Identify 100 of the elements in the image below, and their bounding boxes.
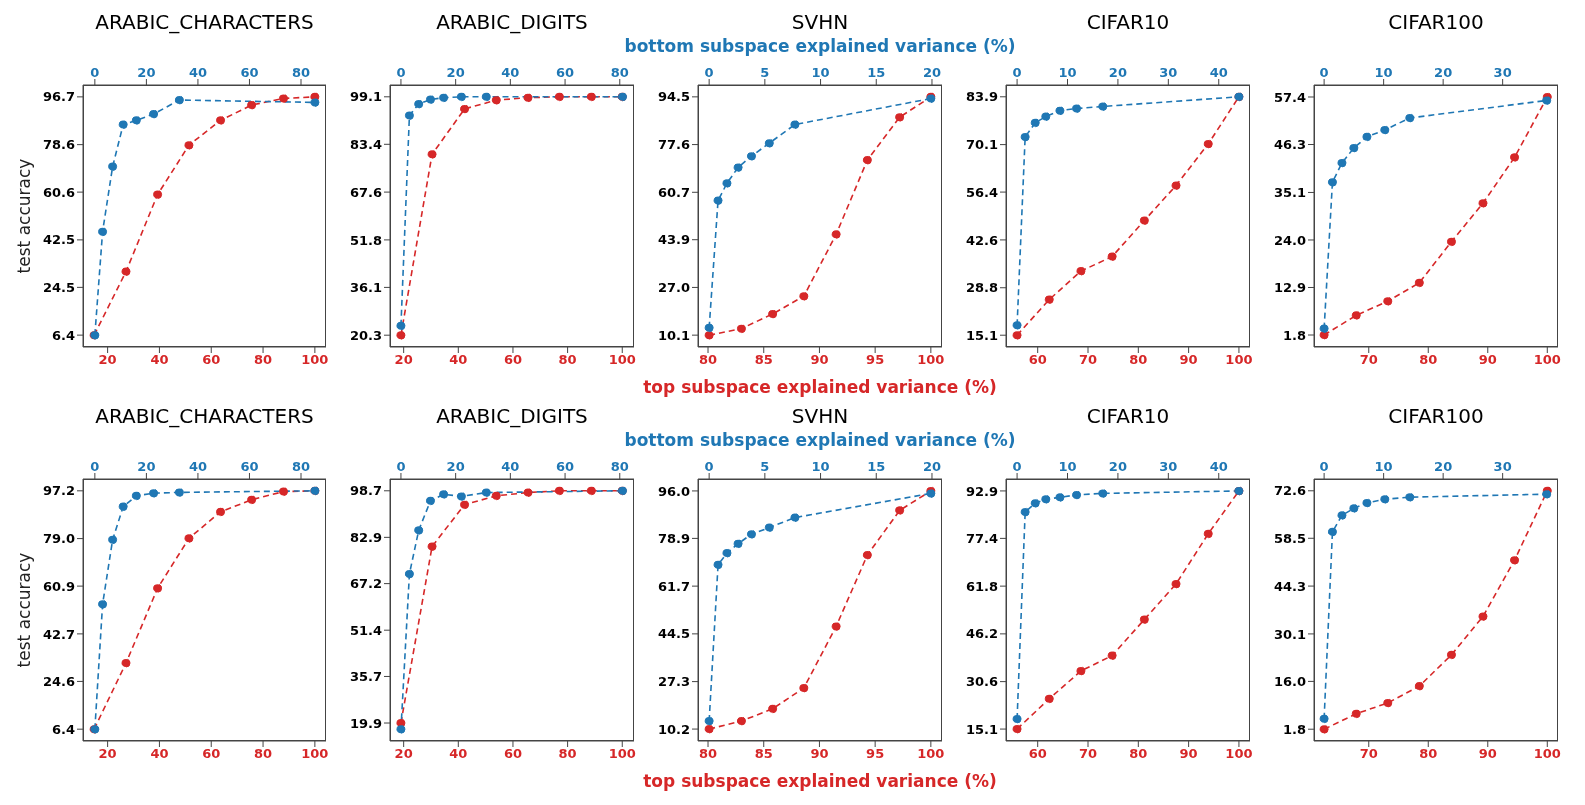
y-axis-title: test accuracy [14, 552, 35, 668]
y-tick-label: 10.2 [657, 721, 690, 737]
x2-tick-label: 5 [760, 459, 770, 474]
y-tick-label: 78.9 [657, 531, 690, 547]
x-tick-label: 80 [254, 352, 273, 368]
x-tick-label: 90 [1179, 352, 1198, 368]
x2-tick-label: 40 [1209, 65, 1228, 80]
x2-tick-label: 40 [188, 65, 207, 80]
x2-tick-label: 20 [1108, 459, 1127, 474]
y-tick-label: 24.5 [42, 279, 75, 295]
x2-tick-label: 20 [922, 65, 942, 80]
x2-tick-label: 10 [1374, 65, 1393, 80]
y-tick-label: 58.5 [1273, 530, 1306, 546]
x-tick-label: 95 [866, 746, 885, 762]
x-tick-label: 100 [1533, 352, 1561, 368]
x2-axis-title: bottom subspace explained variance (%) [624, 430, 1016, 450]
x-tick-label: 85 [754, 352, 773, 368]
y-tick-label: 70.1 [965, 137, 998, 153]
y-tick-label: 99.1 [349, 89, 382, 105]
y-tick-label: 10.1 [657, 327, 690, 343]
y-tick-label: 51.4 [349, 622, 382, 638]
x2-tick-label: 40 [501, 65, 520, 80]
y-tick-label: 57.4 [1273, 89, 1306, 105]
x2-tick-label: 0 [1012, 65, 1022, 80]
y-tick-label: 6.4 [51, 327, 75, 343]
x-tick-label: 100 [608, 746, 636, 762]
y-tick-label: 56.4 [965, 184, 998, 200]
y-tick-label: 67.6 [349, 184, 382, 200]
x-tick-label: 20 [394, 352, 413, 368]
y-tick-label: 20.3 [349, 327, 382, 343]
y-tick-label: 42.5 [42, 232, 75, 248]
x2-tick-label: 80 [291, 65, 311, 80]
x-tick-label: 100 [301, 352, 329, 368]
x-tick-label: 60 [503, 352, 522, 368]
x2-tick-label: 10 [1058, 65, 1077, 80]
y-tick-label: 83.4 [349, 136, 382, 152]
y-tick-label: 36.1 [349, 280, 382, 296]
x2-tick-label: 60 [556, 65, 575, 80]
y-axis-title: test accuracy [14, 158, 35, 274]
x-tick-label: 20 [394, 746, 413, 762]
y-tick-label: 30.6 [965, 674, 998, 690]
y-tick-label: 92.9 [965, 483, 998, 499]
y-tick-label: 77.6 [657, 137, 690, 153]
x2-tick-label: 60 [556, 459, 575, 474]
y-tick-label: 94.5 [657, 89, 690, 105]
x2-tick-label: 10 [811, 459, 830, 474]
y-tick-label: 67.2 [349, 576, 382, 592]
y-tick-label: 35.7 [349, 669, 382, 685]
x2-tick-label: 15 [867, 459, 886, 474]
x-tick-label: 90 [1478, 352, 1497, 368]
y-tick-label: 60.9 [42, 578, 75, 594]
y-tick-label: 46.3 [1273, 137, 1306, 153]
y-tick-label: 27.0 [657, 280, 690, 296]
x-tick-label: 80 [1129, 352, 1148, 368]
x2-tick-label: 0 [396, 459, 406, 474]
y-tick-label: 42.7 [42, 626, 75, 642]
y-tick-label: 77.4 [965, 530, 998, 546]
x2-tick-label: 10 [1374, 459, 1393, 474]
x-tick-label: 70 [1359, 746, 1378, 762]
x-tick-label: 100 [1533, 746, 1561, 762]
x-tick-label: 100 [917, 746, 945, 762]
y-tick-label: 60.7 [657, 184, 690, 200]
x-tick-label: 80 [1419, 352, 1438, 368]
x-tick-label: 100 [301, 746, 329, 762]
x2-tick-label: 20 [1434, 459, 1453, 474]
y-tick-label: 15.1 [965, 327, 998, 343]
y-tick-label: 60.6 [42, 184, 75, 200]
chart-title: ARABIC_DIGITS [435, 403, 589, 430]
chart-title: ARABIC_DIGITS [435, 9, 589, 36]
x-tick-label: 100 [917, 352, 945, 368]
x-tick-label: 90 [1179, 746, 1198, 762]
x-tick-label: 40 [449, 746, 468, 762]
x-tick-label: 80 [698, 746, 718, 762]
x-tick-label: 60 [1028, 746, 1047, 762]
x-tick-label: 80 [558, 746, 577, 762]
x2-tick-label: 10 [811, 65, 830, 80]
x-axis-title: top subspace explained variance (%) [643, 770, 997, 792]
y-tick-label: 16.0 [1273, 674, 1306, 690]
x2-tick-label: 40 [1209, 459, 1228, 474]
y-tick-label: 46.2 [965, 626, 998, 642]
x2-tick-label: 20 [446, 65, 465, 80]
x-tick-label: 90 [810, 746, 829, 762]
x2-tick-label: 0 [704, 65, 714, 80]
y-tick-label: 1.8 [1282, 721, 1306, 737]
y-tick-label: 97.2 [42, 483, 75, 499]
x-tick-label: 40 [150, 352, 169, 368]
x-tick-label: 60 [1028, 352, 1047, 368]
x2-tick-label: 0 [90, 459, 100, 474]
y-tick-label: 78.6 [42, 137, 75, 153]
x-tick-label: 70 [1078, 746, 1098, 762]
x-tick-label: 95 [866, 352, 885, 368]
x2-tick-label: 0 [1319, 459, 1329, 474]
y-tick-label: 19.9 [349, 715, 382, 731]
x2-tick-label: 40 [501, 459, 520, 474]
x2-axis-title: bottom subspace explained variance (%) [624, 36, 1016, 56]
y-tick-label: 44.5 [657, 626, 690, 642]
y-tick-label: 42.6 [965, 232, 998, 248]
x-tick-label: 80 [254, 746, 273, 762]
x-tick-label: 100 [1225, 746, 1253, 762]
y-tick-label: 72.6 [1273, 483, 1306, 499]
